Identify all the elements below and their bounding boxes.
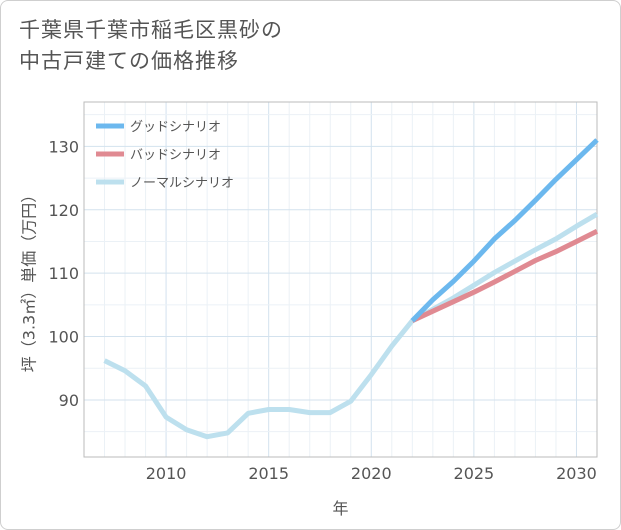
legend-label-3: ノーマルシナリオ xyxy=(130,176,234,191)
y-axis-label: 坪（3.3㎡）単価（万円） xyxy=(20,187,39,372)
legend-label-1: グッドシナリオ xyxy=(130,120,221,135)
legend-label-2: バッドシナリオ xyxy=(130,148,221,163)
x-tick-label: 2015 xyxy=(248,464,289,483)
x-tick-label: 2010 xyxy=(146,464,187,483)
x-tick-label: 2020 xyxy=(351,464,392,483)
x-axis-label: 年 xyxy=(332,499,348,518)
price-chart: 2010 2015 2020 2025 2030 90 100 110 120 130 グッドシ… xyxy=(0,0,621,530)
x-tick-label: 2030 xyxy=(556,464,597,483)
y-tick-label: 130 xyxy=(48,137,79,156)
y-tick-label: 120 xyxy=(48,201,79,220)
y-tick-label: 100 xyxy=(48,328,79,347)
y-tick-label: 110 xyxy=(48,264,79,283)
y-tick-labels: 90 100 110 120 130 xyxy=(48,137,79,410)
series-line-2 xyxy=(412,231,597,320)
y-tick-label: 90 xyxy=(59,391,79,410)
x-tick-label: 2025 xyxy=(454,464,495,483)
x-tick-labels: 2010 2015 2020 2025 2030 xyxy=(146,464,597,483)
